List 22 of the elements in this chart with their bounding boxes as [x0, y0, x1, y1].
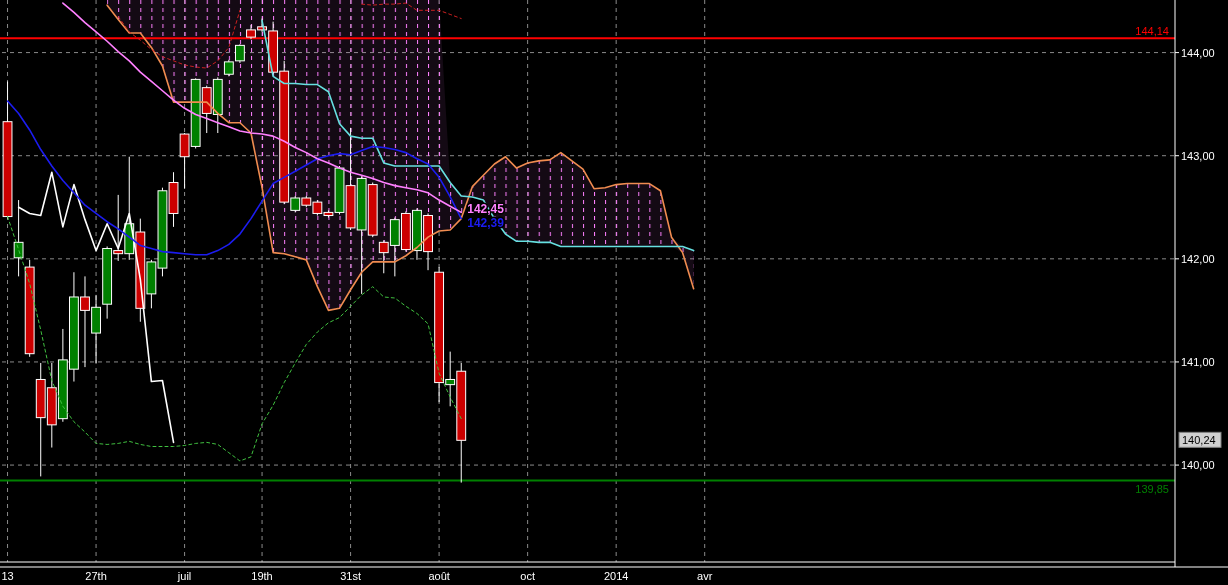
x-tick-label: 19th [251, 570, 273, 582]
candlestick [234, 43, 245, 64]
ref-line-label: 144,14 [1135, 25, 1169, 38]
y-tick-label: 144,00 [1181, 46, 1215, 59]
x-tick-label: oct [520, 570, 535, 582]
x-tick-label: août [428, 570, 450, 582]
y-tick-label: 140,00 [1181, 459, 1215, 472]
x-tick-label: juil [176, 570, 192, 582]
ref-line-label: 139,85 [1135, 482, 1169, 495]
x-tick-label: 13 [1, 570, 14, 582]
line-series [7, 216, 462, 462]
line-series [6, 100, 463, 256]
x-tick-label: 31st [340, 570, 361, 582]
y-tick-label: 143,00 [1181, 149, 1215, 162]
y-tick-label: 141,00 [1181, 355, 1215, 368]
line-series [261, 19, 695, 252]
line-series [62, 2, 463, 214]
text: 140,24 [1182, 434, 1216, 447]
x-tick-label: avr [697, 570, 713, 582]
x-tick-label: 2014 [603, 570, 629, 582]
y-tick-label: 142,00 [1181, 252, 1215, 265]
x-tick-label: 27th [85, 570, 107, 582]
